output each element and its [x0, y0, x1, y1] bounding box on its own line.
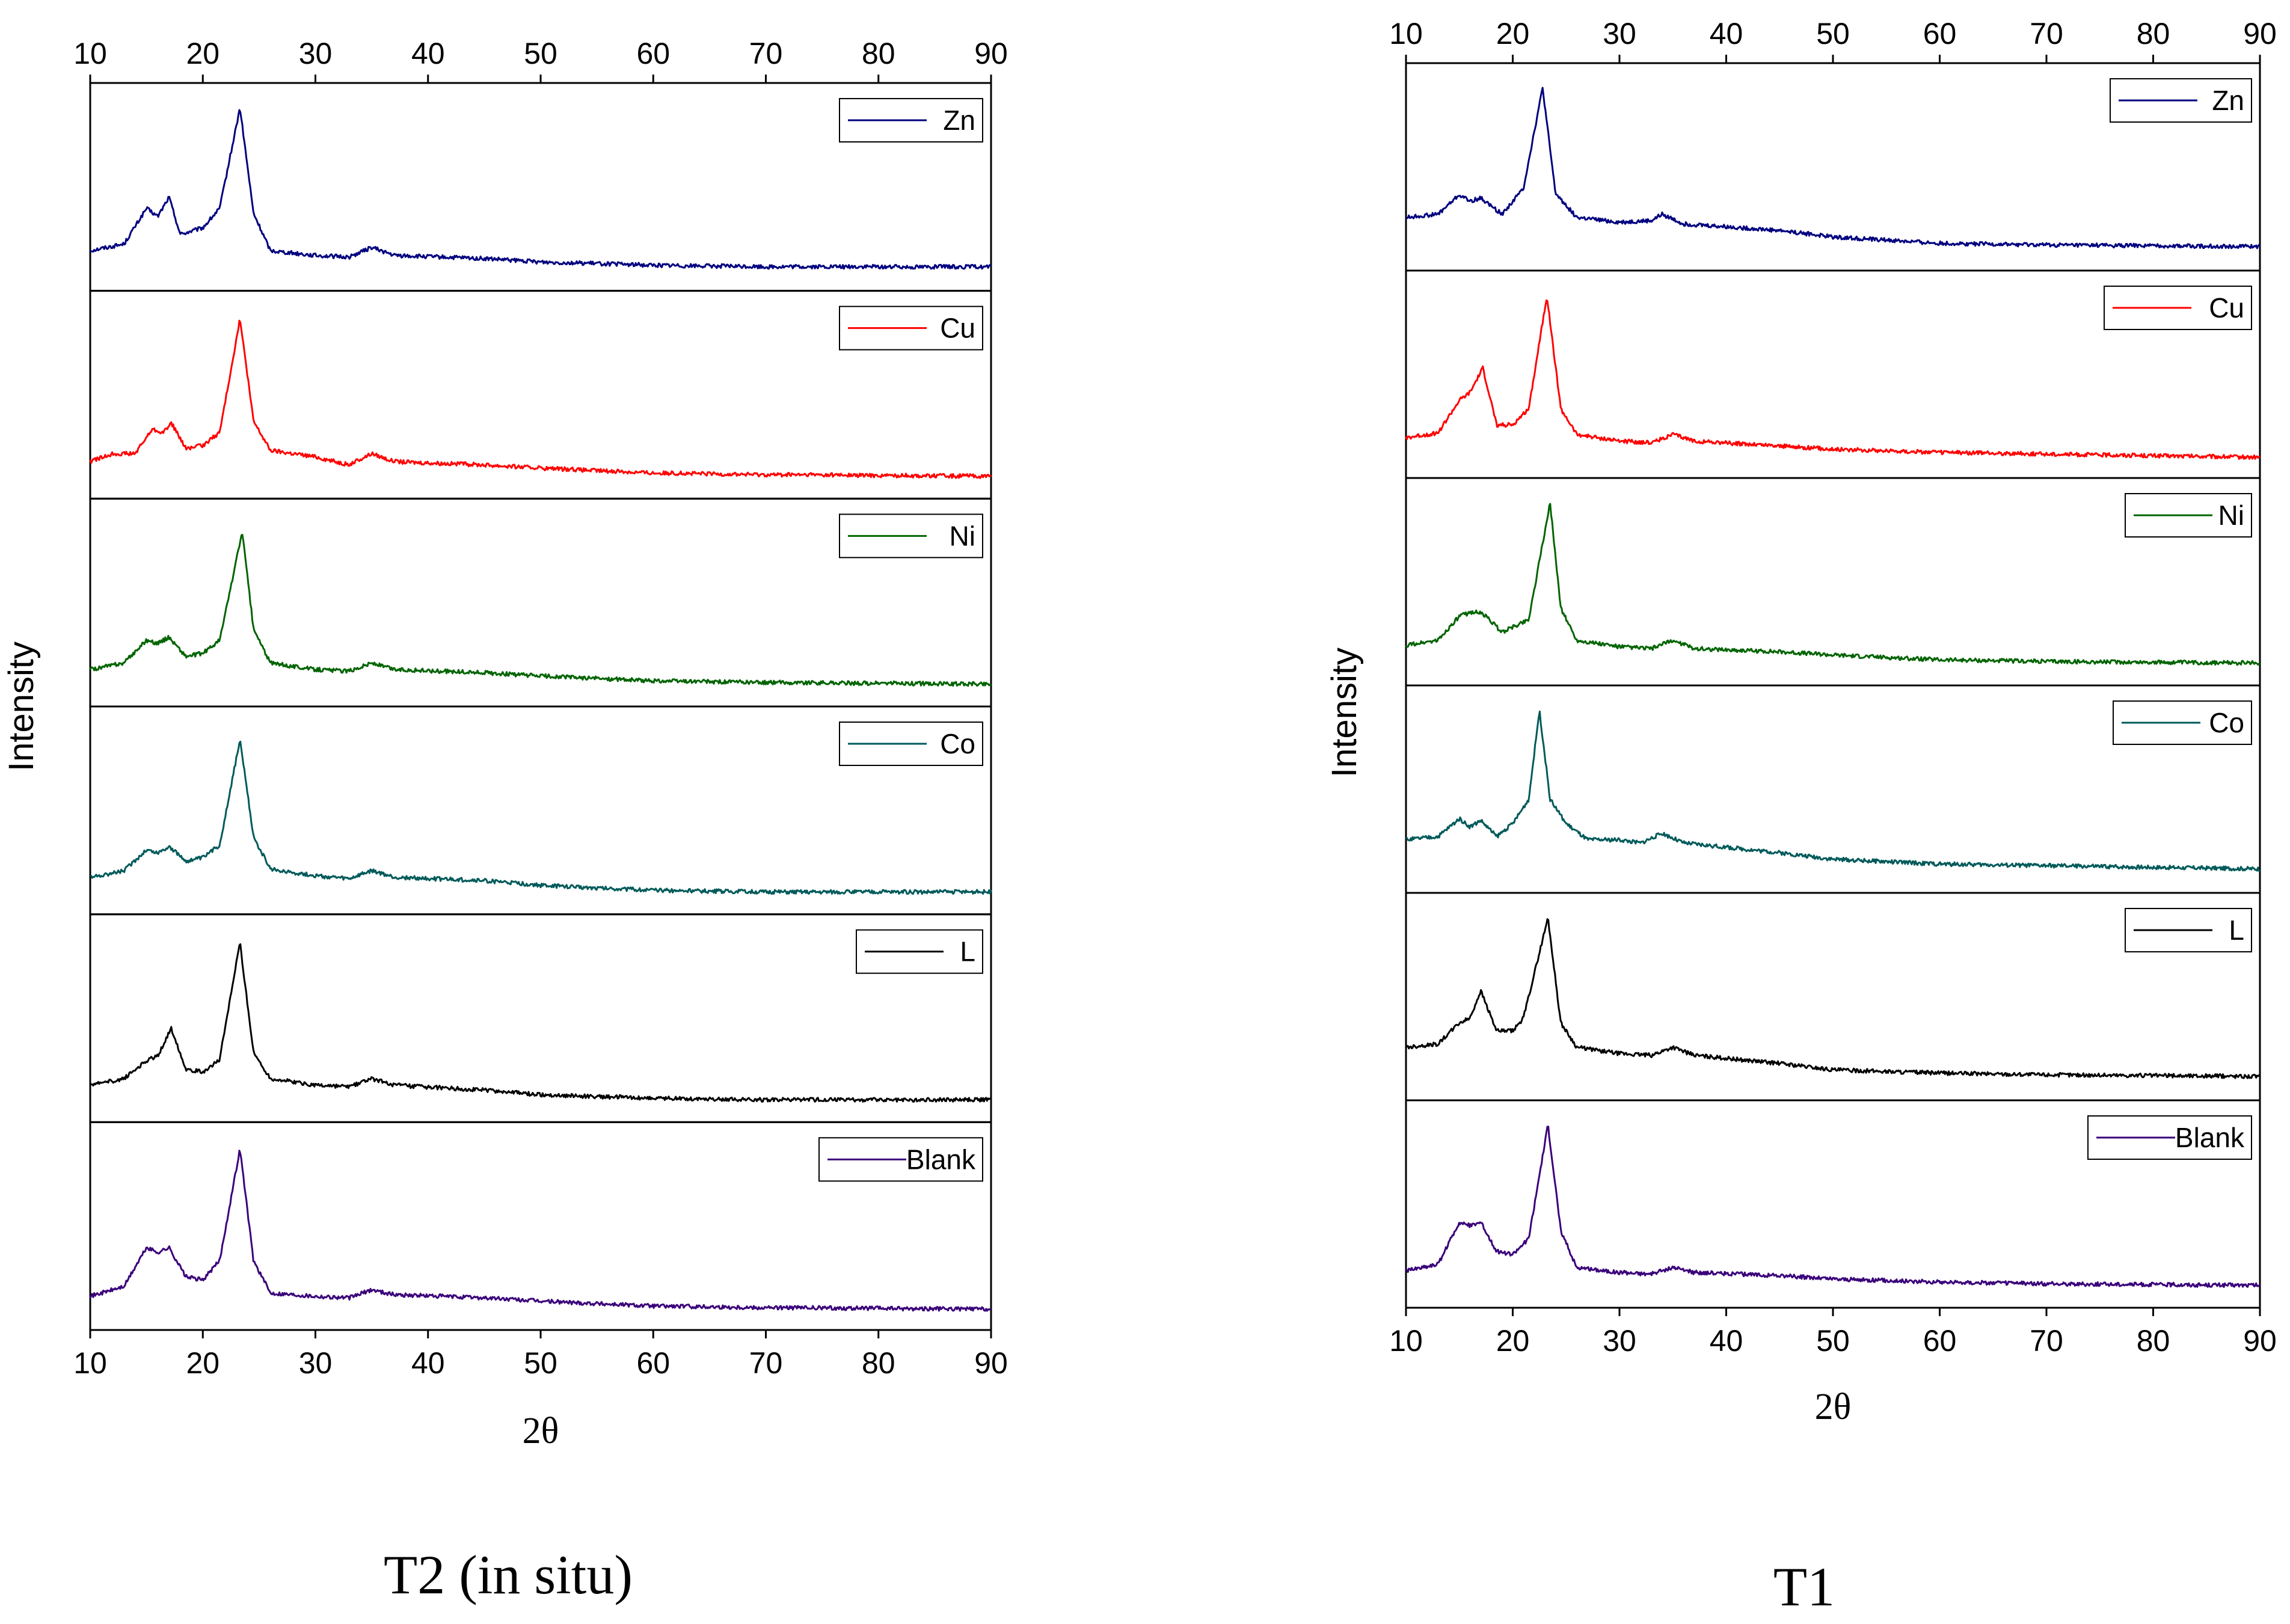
legend-co: Co — [839, 722, 983, 766]
legend-blank: Blank — [818, 1137, 983, 1182]
x-tick-label-bottom: 70 — [2030, 1324, 2063, 1358]
legend-label: Cu — [2209, 292, 2244, 323]
x-tick-label-top: 70 — [749, 37, 783, 70]
legend-cu: Cu — [839, 305, 983, 351]
x-tick-label-top: 90 — [2243, 17, 2277, 51]
series-line-l — [1405, 918, 2261, 1079]
legend-l: L — [856, 929, 983, 974]
x-tick-label-top: 70 — [2030, 17, 2063, 51]
x-tick-label-top: 50 — [524, 37, 557, 70]
x-tick-label-top: 90 — [974, 37, 1008, 70]
legend-cu: Cu — [2104, 286, 2252, 330]
x-tick-label-top: 30 — [1603, 17, 1636, 51]
legend-label: L — [960, 936, 975, 967]
y-axis-label: Intensity — [1325, 648, 1364, 777]
x-tick-label-bottom: 10 — [1389, 1324, 1423, 1358]
x-tick-label-top: 60 — [636, 37, 670, 70]
x-tick-label-top: 60 — [1923, 17, 1957, 51]
x-tick-label-bottom: 70 — [749, 1346, 783, 1380]
x-tick-label-bottom: 90 — [974, 1346, 1008, 1380]
x-tick-label-top: 20 — [1496, 17, 1530, 51]
x-tick-label-top: 10 — [73, 37, 107, 70]
x-axis-label: 2θ — [523, 1411, 559, 1451]
x-tick-label-top: 80 — [2137, 17, 2170, 51]
legend-label: L — [2229, 915, 2244, 946]
series-line-cu — [89, 319, 992, 479]
legend-label: Blank — [2175, 1122, 2245, 1153]
x-tick-label-bottom: 40 — [1710, 1324, 1743, 1358]
series-line-blank — [1405, 1126, 2261, 1288]
x-tick-label-bottom: 30 — [1603, 1324, 1636, 1358]
legend-label: Zn — [943, 105, 975, 136]
x-tick-label-bottom: 10 — [73, 1346, 107, 1380]
chart-caption: T2 (in situ) — [384, 1544, 633, 1605]
legend-blank: Blank — [2087, 1115, 2252, 1160]
x-tick-label-bottom: 30 — [299, 1346, 333, 1380]
x-tick-label-bottom: 90 — [2243, 1324, 2277, 1358]
series-line-co — [1405, 710, 2261, 872]
series-line-zn — [90, 109, 992, 270]
x-tick-label-top: 30 — [299, 37, 333, 70]
x-tick-label-top: 20 — [186, 37, 219, 70]
x-tick-label-bottom: 80 — [2137, 1324, 2170, 1358]
legend-label: Ni — [2218, 500, 2244, 531]
x-tick-label-top: 40 — [1710, 17, 1743, 51]
series-line-zn — [1405, 87, 2261, 250]
x-tick-label-bottom: 80 — [862, 1346, 895, 1380]
series-line-ni — [1405, 503, 2261, 666]
legend-zn: Zn — [2110, 78, 2252, 123]
legend-label: Co — [940, 728, 975, 759]
y-axis-label: Intensity — [2, 642, 41, 771]
legend-l: L — [2125, 908, 2252, 952]
legend-label: Zn — [2212, 85, 2244, 116]
legend-label: Cu — [940, 313, 975, 344]
chart-t2-in-situ: Zn Cu Ni Co L Blank 10 10 20 20 30 30 40 40 50 50 60 60 70… — [2, 37, 1008, 1605]
legend-label: Blank — [906, 1144, 976, 1175]
legend-label: Ni — [950, 520, 975, 551]
x-axis-label: 2θ — [1815, 1387, 1852, 1427]
x-tick-label-top: 80 — [862, 37, 895, 70]
series-line-co — [90, 740, 992, 895]
legend-label: Co — [2209, 707, 2244, 738]
series-line-cu — [1405, 299, 2261, 460]
x-tick-label-bottom: 50 — [524, 1346, 557, 1380]
legend-zn: Zn — [839, 98, 983, 142]
series-line-l — [89, 943, 992, 1103]
legend-ni: Ni — [2125, 493, 2252, 538]
series-line-ni — [89, 533, 992, 687]
x-tick-label-top: 50 — [1816, 17, 1850, 51]
x-tick-label-bottom: 50 — [1816, 1324, 1850, 1358]
x-tick-label-top: 40 — [411, 37, 445, 70]
series-line-blank — [89, 1150, 992, 1312]
x-tick-label-bottom: 20 — [1496, 1324, 1530, 1358]
chart-t1: Zn Cu Ni Co L Blank 10 10 20 20 30 30 40 40 50 50 60 60 70… — [1325, 17, 2277, 1617]
x-tick-label-bottom: 60 — [636, 1346, 670, 1380]
x-tick-label-top: 10 — [1389, 17, 1423, 51]
chart-caption: T1 — [1773, 1556, 1835, 1617]
x-tick-label-bottom: 40 — [411, 1346, 445, 1380]
legend-co: Co — [2113, 700, 2252, 745]
x-tick-label-bottom: 60 — [1923, 1324, 1957, 1358]
x-tick-label-bottom: 20 — [186, 1346, 219, 1380]
legend-ni: Ni — [839, 513, 983, 559]
